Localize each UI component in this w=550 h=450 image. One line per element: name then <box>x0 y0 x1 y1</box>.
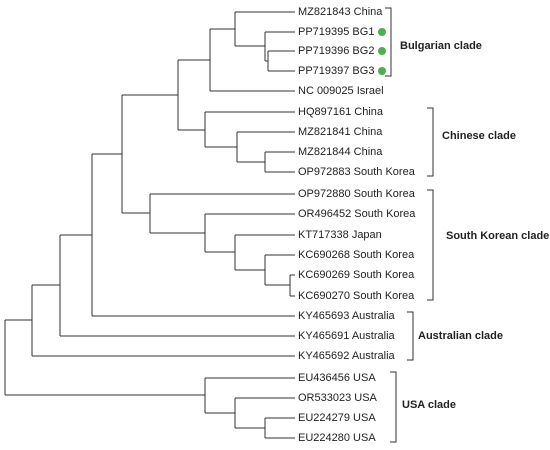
leaf-label: EU224279 USA <box>298 412 376 424</box>
leaf-label: NC 009025 Israel <box>298 85 384 97</box>
leaf-label: PP719397 BG3 <box>298 65 374 77</box>
bulgarian-markers <box>378 28 386 75</box>
leaf-labels: MZ821843 China PP719395 BG1 PP719396 BG2… <box>298 6 416 444</box>
leaf-label: PP719396 BG2 <box>298 45 374 57</box>
leaf-label: MZ821843 China <box>298 6 383 18</box>
leaf-label: KC690269 South Korea <box>298 269 415 281</box>
leaf-label: PP719395 BG1 <box>298 26 374 38</box>
clade-label: Chinese clade <box>442 130 516 142</box>
sample-dot <box>378 28 386 36</box>
clade-label: Bulgarian clade <box>400 40 482 52</box>
leaf-label: MZ821841 China <box>298 126 383 138</box>
leaf-label: HQ897161 China <box>298 106 384 118</box>
leaf-label: KT717338 Japan <box>298 229 382 241</box>
leaf-label: KY465693 Australia <box>298 310 396 322</box>
leaf-label: EU436456 USA <box>298 372 376 384</box>
leaf-label: KY465692 Australia <box>298 350 396 362</box>
leaf-label: EU224280 USA <box>298 432 376 444</box>
leaf-label: KY465691 Australia <box>298 330 396 342</box>
leaf-label: OR533023 USA <box>298 392 378 404</box>
sample-dot <box>378 67 386 75</box>
leaf-label: KC690268 South Korea <box>298 249 415 261</box>
sample-dot <box>378 47 386 55</box>
clade-label: Australian clade <box>418 330 503 342</box>
clade-label: South Korean clade <box>446 230 549 242</box>
clade-label: USA clade <box>402 399 456 411</box>
leaf-label: OP972880 South Korea <box>298 188 416 200</box>
leaf-label: MZ821844 China <box>298 146 383 158</box>
leaf-label: OR496452 South Korea <box>298 208 416 220</box>
leaf-label: KC690270 South Korea <box>298 290 415 302</box>
clade-brackets <box>385 7 434 443</box>
leaf-label: OP972883 South Korea <box>298 166 416 178</box>
tree-branches <box>4 11 295 439</box>
